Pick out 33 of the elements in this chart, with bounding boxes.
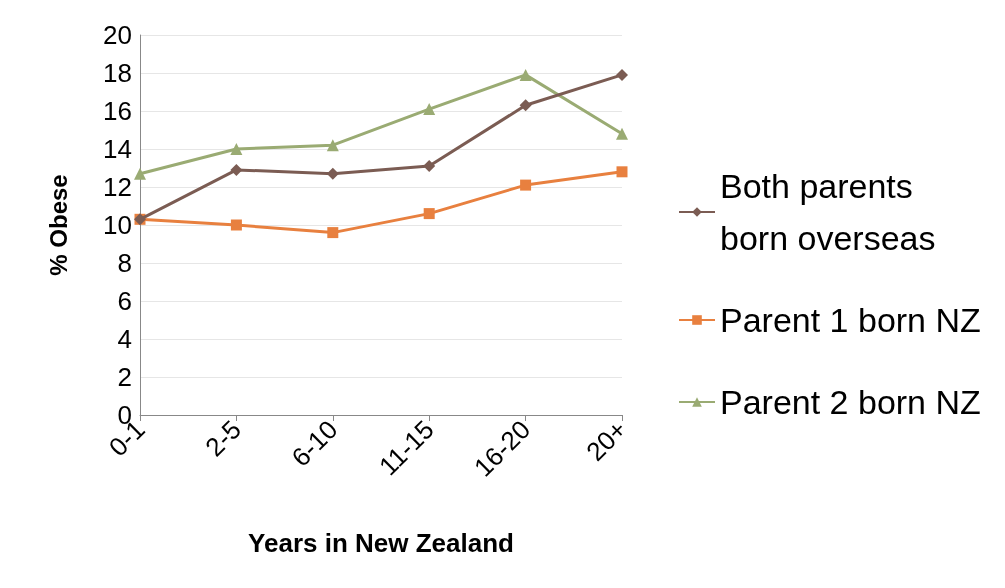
legend-label: Parent 1 born NZ	[720, 301, 981, 339]
y-tick-label: 8	[117, 248, 132, 278]
x-tick-label: 2-5	[199, 414, 248, 463]
y-tick-label: 12	[103, 172, 132, 202]
y-tick-label: 14	[103, 134, 132, 164]
y-axis-title: % Obese	[44, 174, 72, 276]
point	[423, 103, 436, 116]
point	[423, 160, 436, 173]
legend-label: Both parents born overseas	[720, 167, 936, 257]
point	[616, 166, 628, 178]
point	[326, 139, 339, 152]
point	[616, 127, 628, 140]
legend-label: Parent 2 born NZ	[720, 383, 981, 421]
y-tick-label: 18	[103, 58, 132, 88]
point	[519, 68, 532, 81]
point	[230, 163, 243, 176]
y-tick-label: 2	[117, 362, 132, 392]
x-tick-label: 6-10	[285, 414, 344, 473]
point	[327, 227, 339, 239]
point	[519, 99, 532, 112]
y-tick-label: 10	[103, 210, 132, 240]
point	[230, 219, 242, 231]
point	[423, 208, 435, 220]
point	[134, 167, 146, 180]
y-tick-label: 16	[103, 96, 132, 126]
y-tick-label: 6	[117, 286, 132, 316]
point	[616, 68, 628, 81]
x-tick-label: 20+	[580, 414, 633, 467]
x-axis-title: Years in New Zealand	[248, 528, 514, 558]
y-tick-label: 4	[117, 324, 132, 354]
point	[230, 143, 243, 155]
point	[520, 179, 532, 191]
y-tick-label: 20	[103, 20, 132, 50]
